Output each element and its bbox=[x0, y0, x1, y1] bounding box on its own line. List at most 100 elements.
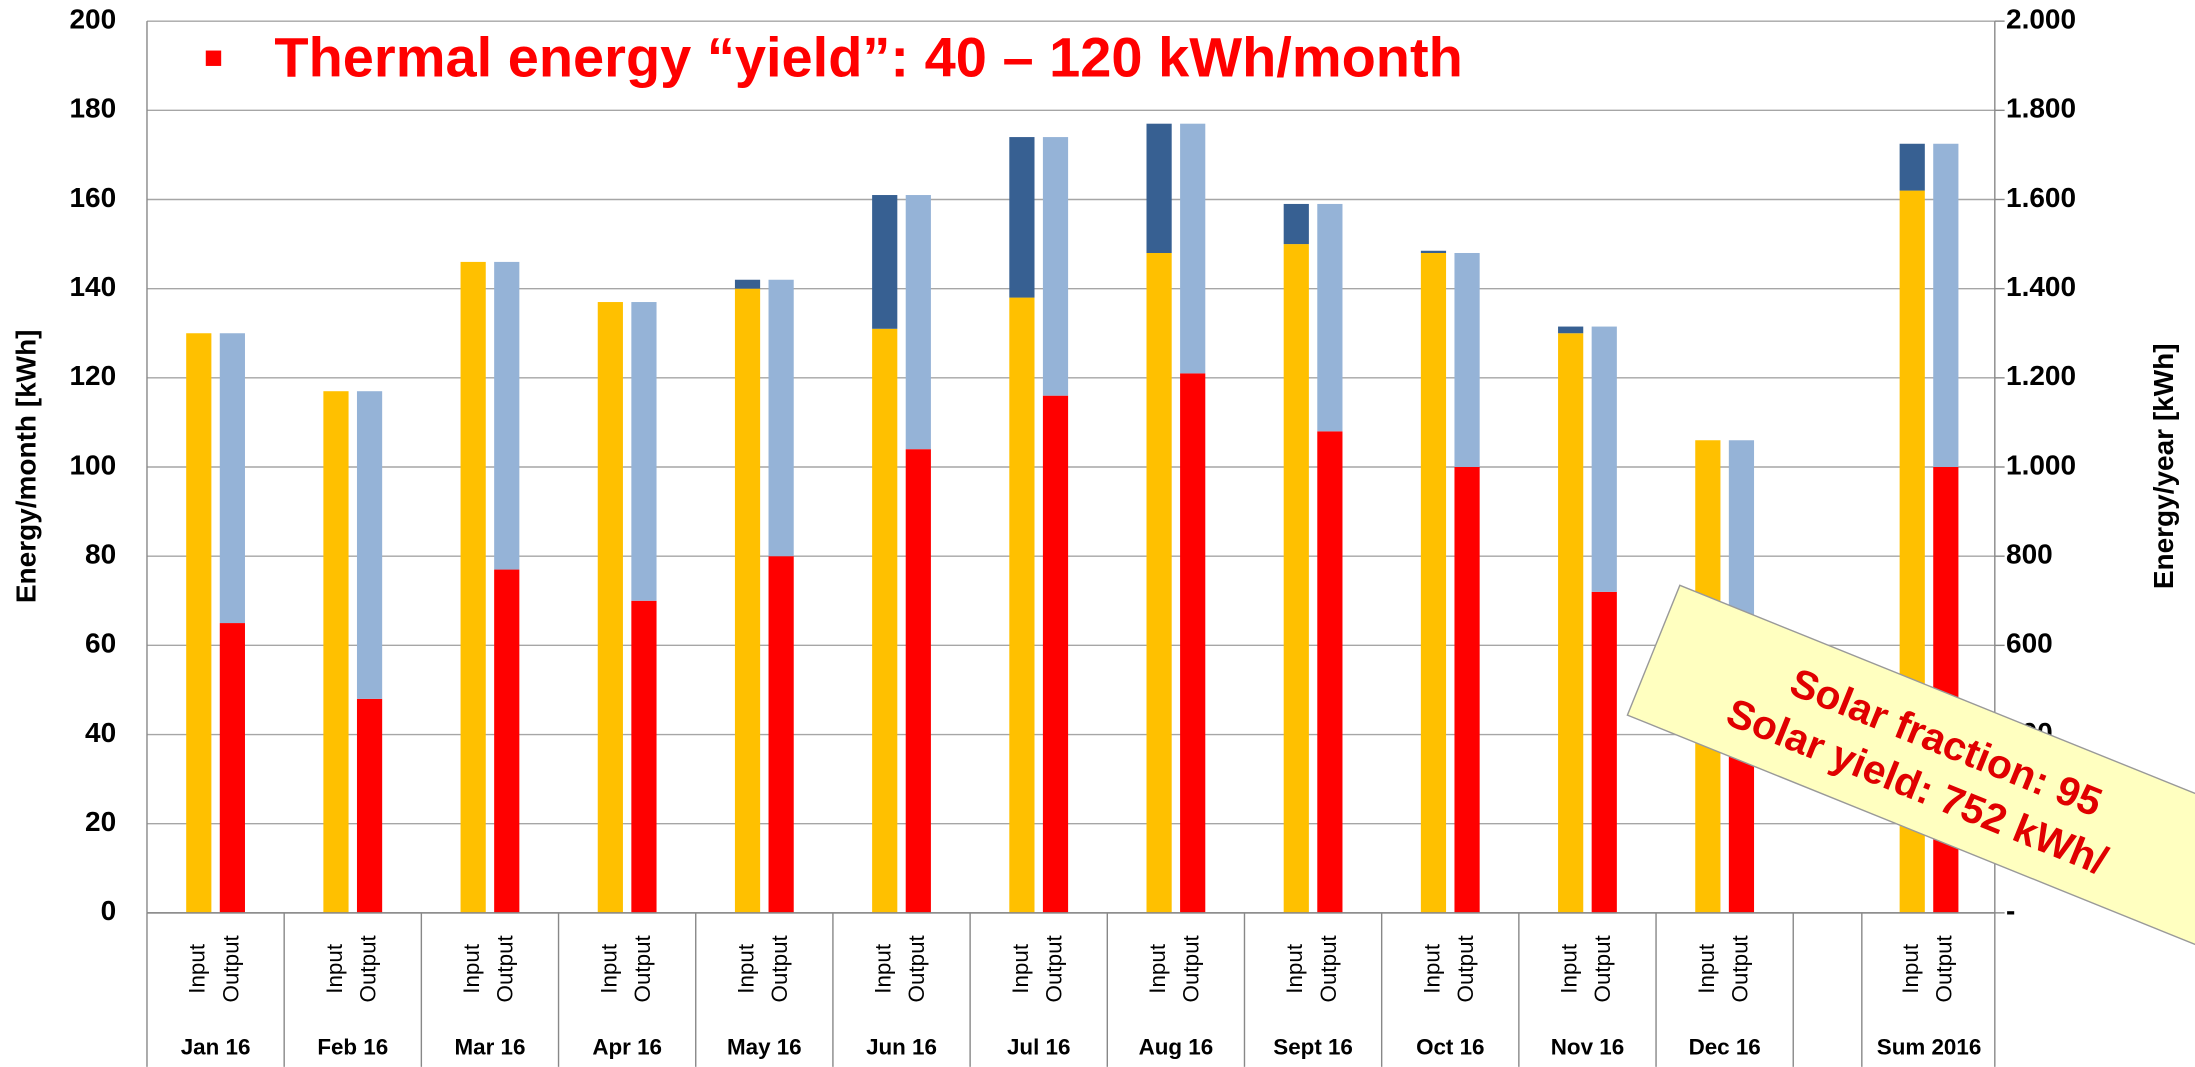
bar-label: Output bbox=[355, 934, 380, 1002]
y2-tick-label: 2.000 bbox=[2006, 4, 2076, 35]
x-tick-label: Nov 16 bbox=[1551, 1035, 1624, 1060]
axes: 020406080100120140160180200-200400600800… bbox=[69, 4, 2076, 1067]
bar-label: Input bbox=[1145, 943, 1170, 994]
y-tick-label: 140 bbox=[69, 271, 116, 302]
x-tick-label: Mar 16 bbox=[455, 1035, 526, 1060]
bar-segment bbox=[1558, 333, 1584, 913]
bar-segment bbox=[1420, 250, 1447, 253]
bar-segment bbox=[1420, 252, 1447, 913]
bar-label: Input bbox=[185, 943, 210, 994]
x-tick-label: Sept 16 bbox=[1273, 1035, 1353, 1060]
bar-segment bbox=[1180, 373, 1206, 913]
bar-segment bbox=[494, 261, 520, 570]
bar-segment bbox=[768, 279, 794, 557]
bar-segment bbox=[219, 623, 245, 913]
bar-segment bbox=[323, 391, 349, 913]
bar-segment bbox=[1317, 203, 1343, 432]
bar-segment bbox=[1899, 143, 1925, 191]
y-tick-label: 60 bbox=[85, 628, 116, 659]
y-tick-label: 100 bbox=[69, 449, 116, 480]
y2-tick-label: 1.200 bbox=[2006, 360, 2076, 391]
bar-label: Input bbox=[1008, 943, 1033, 994]
bar-label: Input bbox=[1419, 943, 1444, 994]
bar-segment bbox=[1933, 143, 1959, 468]
bar-segment bbox=[1009, 297, 1035, 913]
x-tick-label: Aug 16 bbox=[1139, 1035, 1214, 1060]
y2-tick-label: - bbox=[2006, 895, 2015, 926]
bar-label: Output bbox=[1727, 934, 1752, 1002]
bar-label: Input bbox=[1694, 943, 1719, 994]
bar-segment bbox=[1558, 326, 1584, 334]
y-tick-label: 40 bbox=[85, 717, 116, 748]
bar-segment bbox=[186, 333, 212, 913]
x-tick-label: Feb 16 bbox=[317, 1035, 388, 1060]
bar-segment bbox=[768, 556, 794, 913]
bar-segment bbox=[1454, 252, 1480, 468]
bar-label: Input bbox=[1282, 943, 1307, 994]
x-tick-label: Jun 16 bbox=[866, 1035, 937, 1060]
bar-segment bbox=[356, 391, 383, 699]
bar-segment bbox=[1454, 467, 1480, 913]
y2-tick-label: 1.800 bbox=[2006, 93, 2076, 124]
bar-label: Output bbox=[1590, 934, 1615, 1002]
bar-segment bbox=[460, 261, 486, 913]
bar-segment bbox=[1283, 244, 1309, 913]
y-tick-label: 80 bbox=[85, 539, 116, 570]
bar-segment bbox=[494, 569, 520, 913]
bar-label: Input bbox=[459, 943, 484, 994]
title-bullet bbox=[205, 50, 222, 66]
bar-label: Output bbox=[767, 934, 792, 1002]
bar-segment bbox=[1146, 252, 1172, 913]
y-tick-label: 200 bbox=[69, 4, 116, 35]
bar-label: Input bbox=[596, 943, 621, 994]
x-tick-label: Dec 16 bbox=[1689, 1035, 1761, 1060]
x-tick-label: Sum 2016 bbox=[1877, 1035, 1981, 1060]
bar-segment bbox=[905, 449, 931, 913]
x-tick-label: Jan 16 bbox=[181, 1035, 251, 1060]
bar-segment bbox=[734, 288, 761, 913]
bar-segment bbox=[219, 333, 245, 624]
bar-segment bbox=[1042, 137, 1069, 396]
y2-tick-label: 800 bbox=[2006, 539, 2053, 570]
y2-tick-label: 1.600 bbox=[2006, 182, 2076, 213]
bar-label: Output bbox=[1179, 934, 1204, 1002]
bar-segment bbox=[1591, 591, 1617, 913]
bar-segment bbox=[1146, 123, 1172, 253]
bar-label: Output bbox=[1453, 934, 1478, 1002]
y2-tick-label: 1.400 bbox=[2006, 271, 2076, 302]
bar-label: Output bbox=[1932, 934, 1957, 1002]
bar-segment bbox=[597, 302, 623, 913]
y2-tick-label: 1.000 bbox=[2006, 449, 2076, 480]
bar-label: Input bbox=[733, 943, 758, 994]
y-tick-label: 20 bbox=[85, 806, 116, 837]
bar-segment bbox=[356, 698, 383, 913]
bar-label: Output bbox=[218, 934, 243, 1002]
bar-label: Output bbox=[1316, 934, 1341, 1002]
bar-segment bbox=[734, 279, 761, 289]
y-axis-label: Energy/month [kWh] bbox=[10, 329, 41, 603]
bar-label: Input bbox=[1898, 943, 1923, 994]
y-tick-label: 180 bbox=[69, 93, 116, 124]
bar-label: Output bbox=[904, 934, 929, 1002]
x-tick-label: Jul 16 bbox=[1007, 1035, 1070, 1060]
bar-segment bbox=[905, 195, 931, 450]
bar-segment bbox=[631, 302, 657, 601]
bar-segment bbox=[1180, 123, 1206, 374]
bar-segment bbox=[1591, 326, 1617, 592]
bar-label: Output bbox=[493, 934, 518, 1002]
bar-label: Input bbox=[1557, 943, 1582, 994]
grid bbox=[146, 20, 1995, 914]
x-tick-label: Oct 16 bbox=[1416, 1035, 1484, 1060]
chart-title: Thermal energy “yield”: 40 – 120 kWh/mon… bbox=[274, 26, 1462, 89]
bar-segment bbox=[1283, 203, 1309, 245]
bar-label: Input bbox=[871, 943, 896, 994]
x-tick-label: Apr 16 bbox=[592, 1035, 662, 1060]
bar-segment bbox=[1009, 137, 1035, 298]
bar-segment bbox=[631, 600, 657, 913]
bar-segment bbox=[872, 195, 898, 329]
bars bbox=[186, 123, 1959, 913]
y-tick-label: 0 bbox=[101, 895, 117, 926]
y2-axis-label: Energy/year [kWh] bbox=[2148, 343, 2179, 589]
